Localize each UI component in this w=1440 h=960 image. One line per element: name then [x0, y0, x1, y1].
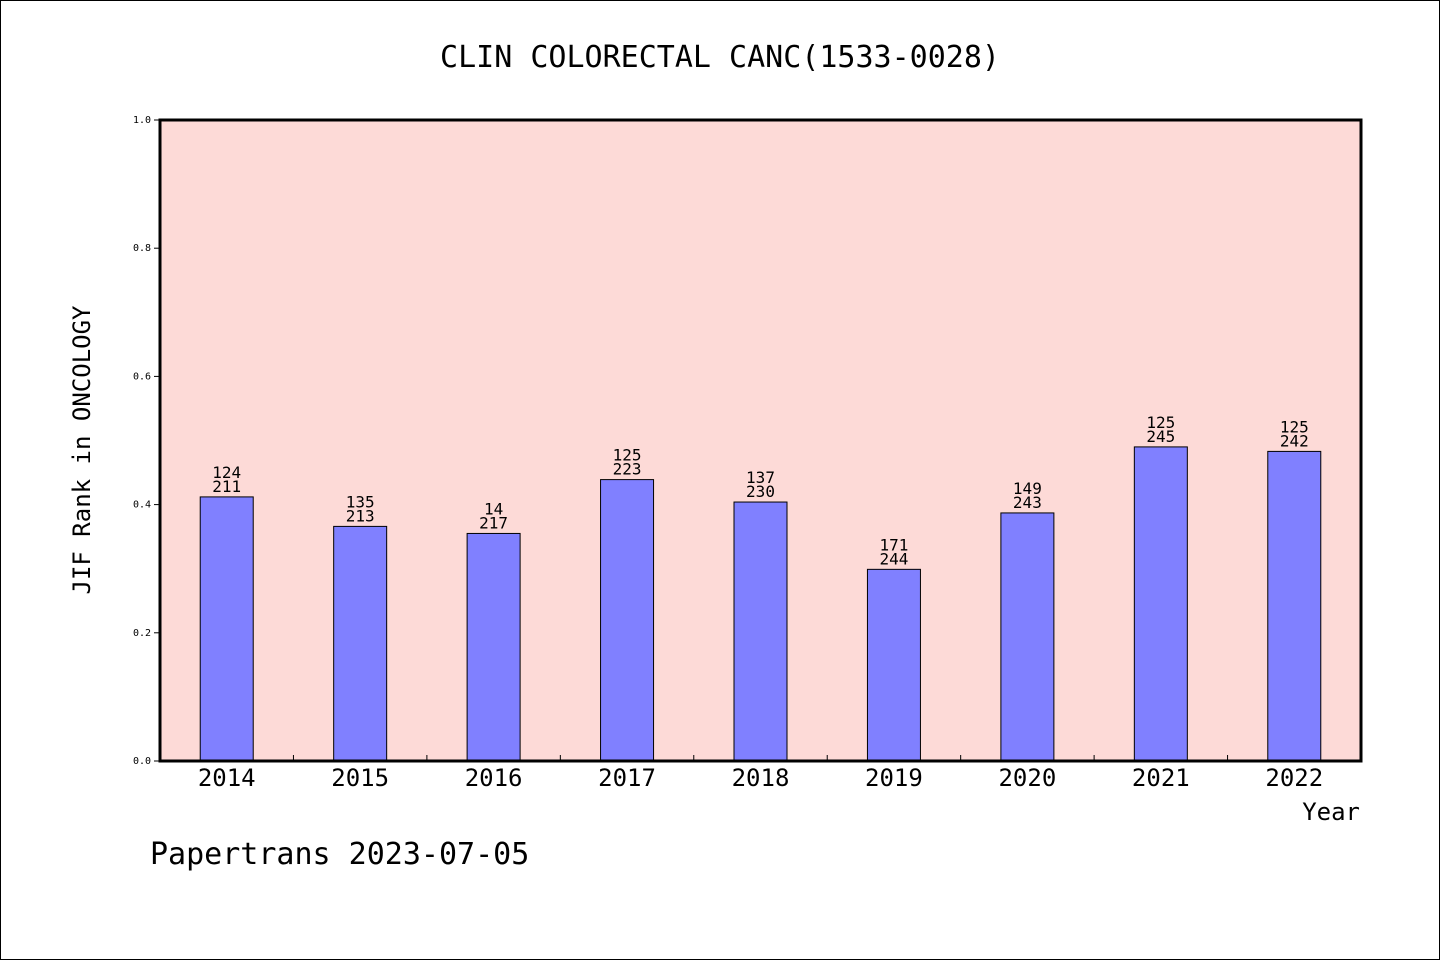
y-tick-label: 0.8	[133, 243, 151, 254]
bar-rank-label: 14	[484, 499, 503, 518]
y-tick-label: 0.0	[133, 756, 151, 767]
bar-2020	[1000, 512, 1055, 762]
x-tick-label: 2016	[465, 764, 523, 792]
y-tick-label: 0.4	[133, 500, 151, 511]
x-axis: 2014 2015 2016 2017 2018 2019 2020 2021 2022	[198, 755, 1323, 792]
bar-rank-label: 125	[1280, 417, 1309, 436]
bar-series	[199, 446, 1322, 762]
x-tick-label: 2015	[331, 764, 389, 792]
bar-2019	[866, 568, 921, 762]
y-axis-label: JIF Rank in ONCOLOGY	[68, 305, 96, 595]
bar-2015	[333, 525, 388, 762]
bar-rank-label: 137	[746, 468, 775, 487]
bar-total-label: 223	[613, 460, 642, 479]
bar-rank-label: 171	[879, 535, 908, 554]
bar-total-label: 242	[1280, 431, 1309, 450]
y-tick-label: 0.2	[133, 628, 151, 639]
bar-2014	[199, 496, 254, 762]
x-tick-label: 2018	[732, 764, 790, 792]
x-tick-label: 2022	[1265, 764, 1323, 792]
x-tick-label: 2017	[598, 764, 656, 792]
bar-rank-label: 135	[346, 492, 375, 511]
bar-total-label: 244	[879, 549, 908, 568]
bar-total-label: 213	[346, 506, 375, 525]
y-axis: 0.0 0.2 0.4 0.6 0.8 1.0	[133, 115, 160, 767]
bar-total-label: 243	[1013, 493, 1042, 512]
bar-rank-label: 125	[1146, 413, 1175, 432]
bar-rank-label: 125	[613, 446, 642, 465]
y-tick-label: 0.6	[133, 371, 151, 382]
bar-2018	[733, 501, 788, 762]
bar-total-label: 245	[1146, 427, 1175, 446]
bar-2022	[1267, 450, 1322, 762]
bar-rank-label: 149	[1013, 479, 1042, 498]
x-tick-label: 2020	[998, 764, 1056, 792]
x-tick-label: 2019	[865, 764, 923, 792]
bar-rank-label: 124	[212, 463, 241, 482]
x-axis-label: Year	[1302, 798, 1360, 826]
bar-total-label: 230	[746, 482, 775, 501]
footer-text: Papertrans 2023-07-05	[150, 837, 529, 872]
chart-title: CLIN COLORECTAL CANC(1533-0028)	[440, 40, 1000, 75]
plot-border	[158, 118, 1363, 763]
bar-2017	[600, 479, 655, 762]
bar-total-label: 217	[479, 513, 508, 532]
y-tick-label: 1.0	[133, 115, 151, 126]
x-tick-label: 2014	[198, 764, 256, 792]
x-tick-label: 2021	[1132, 764, 1190, 792]
bar-total-label: 211	[212, 477, 241, 496]
bar-2016	[466, 532, 521, 762]
bar-2021	[1133, 446, 1188, 762]
